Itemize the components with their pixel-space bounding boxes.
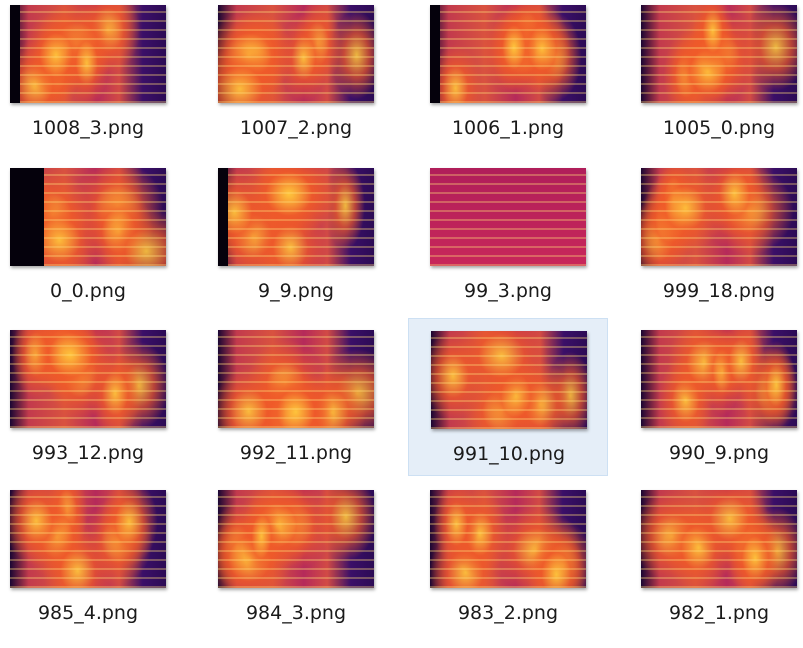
thumbnail-dark-edge — [10, 168, 44, 266]
file-item[interactable]: 999_18.png — [619, 168, 803, 326]
file-item[interactable]: 0_0.png — [0, 168, 188, 326]
file-item[interactable]: 9_9.png — [196, 168, 396, 326]
file-item[interactable]: 1008_3.png — [0, 5, 188, 163]
thumbnail — [430, 168, 586, 266]
file-item[interactable]: 983_2.png — [408, 490, 608, 648]
file-item[interactable]: 990_9.png — [619, 330, 803, 488]
file-item[interactable]: 992_11.png — [196, 330, 396, 488]
thumbnail — [10, 168, 166, 266]
thumbnail — [641, 330, 797, 428]
file-item[interactable]: 991_10.png — [408, 318, 608, 476]
thumbnail — [641, 168, 797, 266]
file-item[interactable]: 1007_2.png — [196, 5, 396, 163]
file-explorer: 1008_3.png 1007_2.png 1006_1.png 1005_0.png… — [0, 0, 803, 635]
file-name: 1006_1.png — [408, 117, 608, 139]
file-name: 1007_2.png — [196, 117, 396, 139]
file-item[interactable]: 984_3.png — [196, 490, 396, 648]
thumbnail — [430, 490, 586, 588]
thumbnail — [10, 330, 166, 428]
thumbnail-dark-edge — [10, 5, 20, 103]
file-name: 1005_0.png — [619, 117, 803, 139]
file-item[interactable]: 99_3.png — [408, 168, 608, 326]
thumbnail — [431, 331, 587, 429]
file-name: 0_0.png — [0, 280, 188, 302]
file-name: 9_9.png — [196, 280, 396, 302]
thumbnail — [430, 5, 586, 103]
file-name: 992_11.png — [196, 442, 396, 464]
file-item[interactable]: 982_1.png — [619, 490, 803, 648]
thumbnail — [641, 5, 797, 103]
file-item[interactable]: 993_12.png — [0, 330, 188, 488]
file-name: 991_10.png — [409, 443, 609, 465]
file-name: 999_18.png — [619, 280, 803, 302]
file-name: 99_3.png — [408, 280, 608, 302]
file-name: 984_3.png — [196, 602, 396, 624]
thumbnail — [10, 490, 166, 588]
thumbnail — [218, 5, 374, 103]
file-name: 982_1.png — [619, 602, 803, 624]
file-item[interactable]: 1005_0.png — [619, 5, 803, 163]
thumbnail — [218, 168, 374, 266]
thumbnail — [641, 490, 797, 588]
file-name: 993_12.png — [0, 442, 188, 464]
thumbnail-dark-edge — [218, 168, 228, 266]
file-name: 985_4.png — [0, 602, 188, 624]
file-name: 983_2.png — [408, 602, 608, 624]
thumbnail — [10, 5, 166, 103]
file-item[interactable]: 985_4.png — [0, 490, 188, 648]
file-name: 1008_3.png — [0, 117, 188, 139]
thumbnail — [218, 330, 374, 428]
thumbnail-dark-edge — [430, 5, 440, 103]
thumbnail — [218, 490, 374, 588]
file-name: 990_9.png — [619, 442, 803, 464]
file-item[interactable]: 1006_1.png — [408, 5, 608, 163]
